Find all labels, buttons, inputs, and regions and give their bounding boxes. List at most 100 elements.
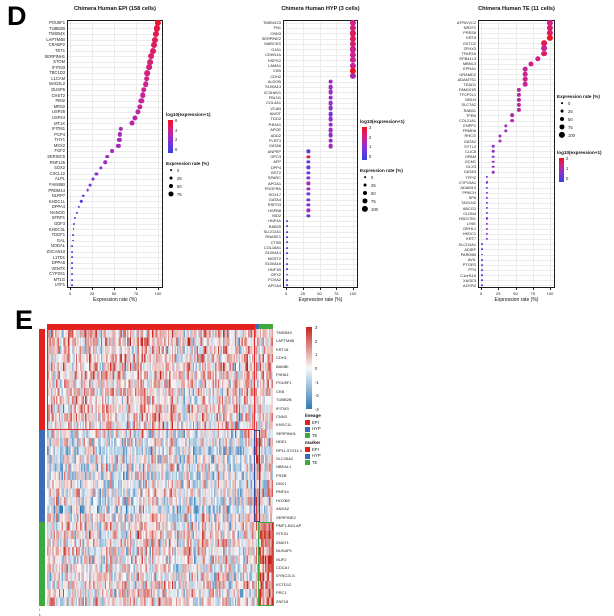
expression-dot [70, 267, 73, 270]
colorbar-tick: 2 [315, 338, 318, 344]
y-gridline [479, 275, 554, 276]
gene-label: POU5F1 [49, 20, 65, 25]
gene-label: L1CAM [51, 75, 65, 81]
gene-label: SERPINE2 [261, 36, 281, 42]
y-gridline [68, 218, 162, 219]
y-gridline [68, 112, 162, 113]
gene-label: PARD6B [460, 251, 476, 257]
expression-dot [328, 122, 334, 127]
footnote-mark: i [39, 608, 40, 612]
y-gridline [284, 76, 357, 77]
heatmap-gene-label: DYNC2LI1 [276, 573, 296, 579]
gene-label: TDO2 [270, 116, 281, 122]
expression-dot [105, 154, 109, 159]
y-gridline [479, 58, 554, 60]
gene-label: FAM101B [458, 87, 476, 92]
expression-dot [546, 29, 554, 36]
y-gridline [479, 218, 554, 220]
legend-label-te: TE [312, 432, 318, 438]
x-tick-label: 50 [317, 291, 322, 296]
color-legend-tick: 4 [175, 127, 178, 133]
y-gridline [284, 70, 357, 72]
gene-label: TET1 [54, 47, 65, 53]
gene-label: FAM46B [49, 181, 65, 187]
heatmap-gene-label: CKB [276, 388, 285, 394]
expression-dot [328, 106, 334, 111]
gene-label: SLCO4A1 [458, 241, 476, 247]
size-legend-label: 75 [177, 191, 182, 197]
gene-label: ZSCAN10 [46, 248, 65, 254]
x-tick [532, 288, 534, 290]
gene-label: ZFHX3 [463, 45, 476, 51]
expression-dot [522, 71, 528, 77]
gene-label: KRT7 [466, 236, 476, 242]
heatmap-gene-label: BAMBI [276, 363, 289, 369]
size-legend-label: 100 [371, 206, 378, 212]
expression-dot [481, 243, 484, 246]
heatmap-gene-label: CDH1 [276, 355, 287, 361]
y-gridline [68, 117, 162, 119]
expression-dot [328, 95, 334, 101]
size-legend-dot [561, 102, 563, 104]
y-gridline [284, 113, 357, 115]
x-gridline [302, 21, 304, 287]
y-gridline [68, 207, 162, 208]
dotplot-box [283, 20, 358, 288]
y-gridline [284, 258, 357, 260]
y-gridline [68, 223, 162, 225]
x-gridline [481, 21, 482, 287]
gene-label: IFITM1 [52, 126, 65, 132]
expression-dot [349, 67, 357, 74]
expression-dot [328, 100, 334, 106]
gene-label: FLRT3 [269, 137, 281, 143]
y-gridline [68, 190, 162, 191]
size-legend-title: Expression rate (%) [557, 94, 600, 99]
gene-label: NR2F2 [463, 25, 476, 31]
expression-dot [88, 183, 92, 187]
y-gridline [479, 146, 554, 147]
legend-swatch-te [305, 433, 310, 438]
heatmap-gene-label: FRZB [276, 472, 287, 478]
expression-dot [70, 256, 73, 259]
expression-dot [140, 92, 146, 99]
expression-dot [349, 19, 357, 26]
y-gridline [68, 257, 162, 258]
expression-dot [70, 278, 73, 281]
x-tick [498, 288, 500, 290]
gene-label: DPP4 [270, 164, 281, 170]
y-gridline [68, 279, 162, 281]
y-gridline [68, 240, 162, 242]
expression-dot [306, 192, 310, 196]
gene-label: NANOG [49, 209, 65, 215]
expression-dot [486, 196, 489, 199]
gene-label: MBNL3 [463, 61, 476, 67]
y-gridline [479, 259, 554, 261]
gene-label: AFP [273, 159, 281, 165]
dotplot-title: Chimera Human HYP (3 cells) [281, 6, 360, 12]
gene-label: VCAN [270, 105, 281, 111]
expression-dot [328, 84, 334, 90]
y-gridline [68, 73, 162, 74]
heatmap-gene-label: CDCA7 [276, 565, 290, 571]
expression-dot [135, 109, 141, 115]
y-gridline [479, 135, 554, 137]
y-gridline [479, 84, 554, 86]
y-gridline [479, 94, 554, 96]
expression-dot [286, 220, 289, 222]
y-gridline [479, 22, 554, 24]
expression-dot [492, 155, 495, 158]
heatmap-gene-label: NUF2 [276, 556, 287, 562]
expression-dot [103, 160, 107, 165]
gene-label: CLIC6 [464, 148, 476, 154]
gene-label: GRAMD2 [459, 71, 476, 77]
size-legend-label: 50 [568, 116, 573, 122]
size-legend-dot [361, 205, 369, 213]
heatmap-gene-label: ANXA2 [276, 506, 290, 512]
gene-label: PTGES [462, 262, 476, 268]
y-gridline [284, 269, 357, 270]
size-legend-dot [170, 169, 172, 171]
expression-dot [349, 35, 357, 42]
gene-label: CXCL12 [49, 170, 65, 176]
gene-label: TBC1D3 [49, 70, 65, 76]
expression-dot [328, 89, 334, 95]
